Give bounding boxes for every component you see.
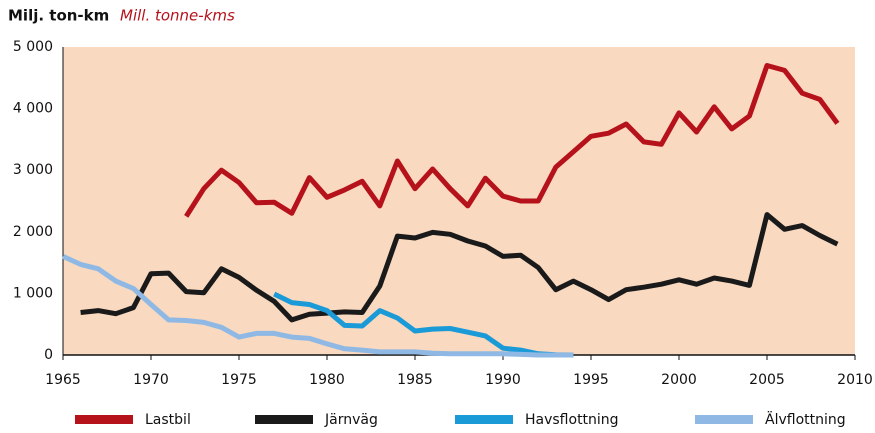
y-tick-label: 3 000 [13,162,53,178]
chart-title: Milj. ton-km [8,7,109,25]
plot-area [63,47,855,355]
legend-label: Lastbil [145,412,191,428]
legend-label: Järnväg [324,412,378,428]
x-tick-label: 1980 [309,372,345,388]
x-tick-label: 1975 [221,372,257,388]
series-line [80,212,839,323]
y-tick-label: 5 000 [13,39,53,55]
x-tick-label: 1990 [485,372,521,388]
x-tick-label: 2000 [661,372,697,388]
chart-subtitle: Mill. tonne-kms [120,7,235,25]
x-tick-label: 1985 [397,372,433,388]
x-tick-label: 1995 [573,372,609,388]
y-tick-label: 1 000 [13,285,53,301]
series-line [61,254,574,358]
legend-swatch [75,415,133,424]
y-tick-label: 2 000 [13,224,53,240]
series-line [273,291,574,358]
x-tick-label: 2005 [749,372,785,388]
x-tick-label: 2010 [837,372,873,388]
legend-swatch [455,415,513,424]
legend-label: Havsflottning [525,412,619,428]
legend-swatch [255,415,313,424]
y-tick-label: 0 [44,347,53,363]
legend-label: Älvflottning [765,410,846,428]
legend-swatch [695,415,753,424]
x-tick-label: 1965 [45,372,81,388]
x-tick-label: 1970 [133,372,169,388]
series-line [184,63,840,218]
y-tick-label: 4 000 [13,101,53,117]
